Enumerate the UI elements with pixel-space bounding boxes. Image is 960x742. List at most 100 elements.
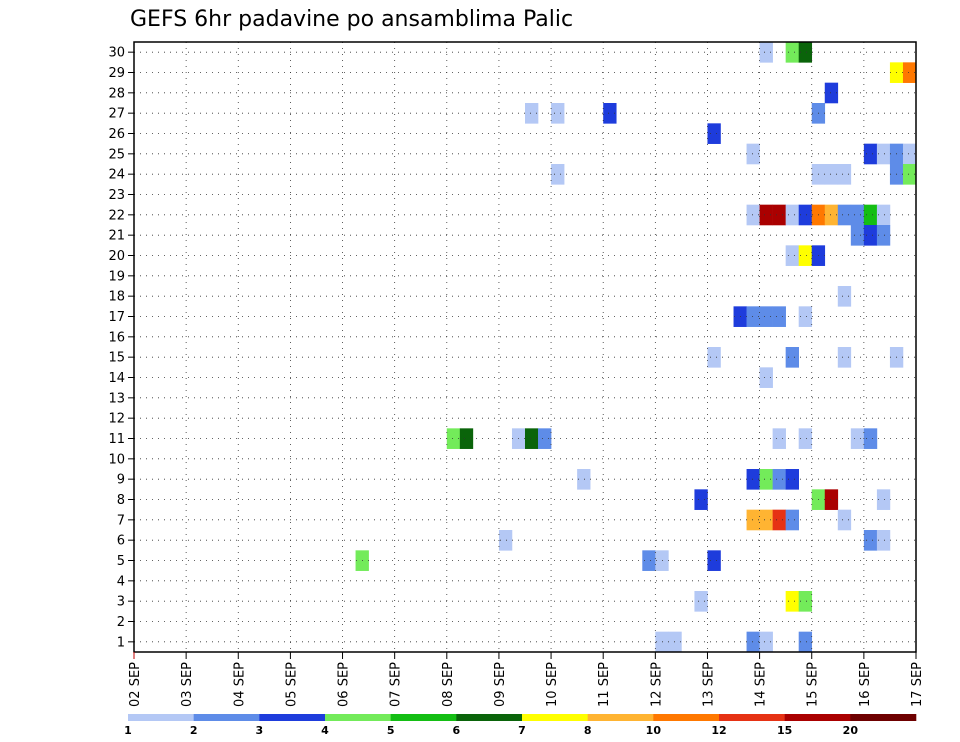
heatmap-cell	[759, 631, 773, 653]
y-tick-label: 7	[117, 513, 125, 528]
heatmap-cell	[824, 489, 839, 510]
heatmap-cell	[837, 509, 852, 531]
heatmap-cell	[746, 143, 760, 165]
heatmap-cell	[759, 204, 773, 226]
heatmap-cell	[785, 204, 799, 226]
heatmap-cell	[863, 143, 878, 165]
heatmap-cell	[785, 42, 799, 63]
heatmap-cell	[837, 204, 852, 226]
heatmap-cell	[603, 103, 617, 124]
heatmap-cell	[863, 428, 878, 449]
colorbar-swatch	[850, 714, 917, 721]
y-tick-label: 12	[108, 412, 125, 427]
colorbar-swatch	[784, 714, 851, 721]
y-tick-label: 11	[108, 432, 125, 447]
heatmap-cell	[759, 306, 773, 327]
y-tick-label: 2	[117, 615, 125, 630]
colorbar-label: 4	[321, 724, 329, 737]
heatmap-cell	[798, 591, 813, 612]
x-tick-label: 15 SEP	[806, 662, 821, 707]
heatmap-cell	[746, 469, 760, 490]
heatmap-cell	[850, 225, 865, 246]
colorbar-swatch	[390, 714, 457, 721]
heatmap-cell	[772, 469, 786, 490]
colorbar-label: 15	[777, 724, 792, 737]
y-tick-label: 29	[108, 66, 125, 81]
x-tick-label: 07 SEP	[389, 662, 404, 707]
heatmap-cell	[837, 164, 852, 185]
heatmap-cell	[798, 306, 813, 327]
colorbar-swatch	[587, 714, 654, 721]
plot-grid	[134, 42, 916, 652]
heatmap-cells	[355, 42, 917, 653]
y-tick-label: 28	[108, 86, 125, 101]
y-tick-label: 19	[108, 269, 125, 284]
y-tick-label: 17	[108, 310, 125, 325]
y-tick-label: 18	[108, 290, 125, 305]
x-tick-label: 12 SEP	[649, 662, 664, 707]
y-tick-label: 5	[117, 554, 125, 569]
y-tick-label: 16	[108, 330, 125, 345]
heatmap-cell	[798, 204, 813, 226]
heatmap-cell	[498, 530, 513, 551]
y-tick-label: 6	[117, 534, 125, 549]
colorbar-label: 7	[518, 724, 526, 737]
heatmap-cell	[759, 469, 773, 490]
y-tick-label: 22	[108, 208, 125, 223]
y-tick-label: 14	[108, 371, 125, 386]
colorbar-swatch	[128, 714, 194, 721]
y-tick-label: 9	[117, 473, 125, 488]
y-tick-label: 27	[108, 107, 125, 122]
heatmap-cell	[642, 550, 656, 571]
heatmap-cell	[759, 509, 773, 531]
heatmap-cell	[707, 347, 721, 368]
heatmap-cell	[902, 164, 917, 185]
x-tick-label: 02 SEP	[128, 662, 143, 707]
heatmap-cell	[798, 245, 813, 266]
heatmap-cell	[772, 204, 786, 226]
colorbar-label: 20	[843, 724, 859, 737]
heatmap-cell	[876, 489, 891, 510]
colorbar-label: 12	[711, 724, 726, 737]
heatmap-cell	[446, 428, 461, 449]
heatmap-cell	[876, 225, 891, 246]
heatmap-cell	[459, 428, 474, 449]
heatmap-cell	[759, 42, 773, 63]
colorbar-label: 2	[190, 724, 198, 737]
heatmap-cell	[824, 82, 839, 104]
x-axis: 02 SEP 03 SEP 04 SEP 05 SEP 06 SEP 07 SEP 08 S…	[128, 652, 925, 707]
heatmap-cell	[798, 428, 813, 449]
heatmap-cell	[837, 286, 852, 307]
heatmap-cell	[863, 530, 878, 551]
colorbar-label: 3	[256, 724, 264, 737]
heatmap-cell	[772, 428, 786, 449]
colorbar-swatch	[259, 714, 326, 721]
x-tick-label: 10 SEP	[545, 662, 560, 707]
colorbar-label: 10	[646, 724, 662, 737]
heatmap-cell	[798, 42, 813, 63]
colorbar-swatch	[522, 714, 588, 721]
x-tick-label: 13 SEP	[701, 662, 716, 707]
x-tick-label: 17 SEP	[910, 662, 925, 707]
colorbar-swatch	[719, 714, 785, 721]
y-tick-label: 1	[117, 635, 125, 650]
plot-frame	[133, 41, 917, 653]
x-tick-label: 09 SEP	[493, 662, 508, 707]
colorbar-swatch	[456, 714, 523, 721]
colorbar-swatch	[193, 714, 260, 721]
colorbar-label: 1	[124, 724, 132, 737]
heatmap-cell	[746, 509, 760, 531]
y-axis: 1234567891011121314151617181920212223242…	[108, 46, 134, 650]
x-tick-label: 04 SEP	[232, 662, 247, 707]
heatmap-cell	[837, 347, 852, 368]
heatmap-cell	[551, 103, 565, 124]
heatmap-cell	[785, 469, 799, 490]
x-tick-label: 16 SEP	[858, 662, 873, 707]
heatmap-cell	[824, 164, 839, 185]
x-tick-label: 14 SEP	[754, 662, 769, 707]
heatmap-cell	[707, 123, 721, 144]
heatmap-cell	[785, 245, 799, 266]
heatmap-cell	[876, 530, 891, 551]
heatmap-cell	[876, 143, 891, 165]
